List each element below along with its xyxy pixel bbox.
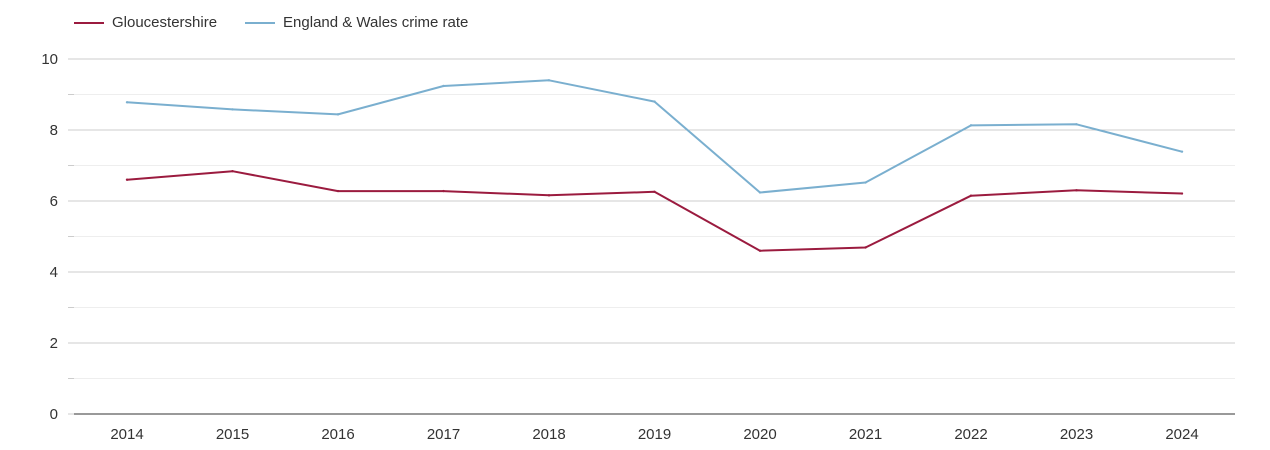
legend-item-gloucestershire[interactable]: Gloucestershire bbox=[74, 14, 217, 31]
x-tick-label: 2016 bbox=[321, 426, 354, 443]
series-line-england-wales bbox=[126, 79, 1183, 194]
data-point-england-wales[interactable] bbox=[969, 124, 973, 127]
data-point-gloucestershire[interactable] bbox=[653, 190, 656, 193]
x-tick-label: 2024 bbox=[1165, 426, 1198, 443]
data-point-england-wales[interactable] bbox=[864, 181, 867, 184]
data-point-gloucestershire[interactable] bbox=[231, 169, 234, 173]
data-point-gloucestershire[interactable] bbox=[1075, 189, 1078, 192]
legend-label-gloucestershire: Gloucestershire bbox=[112, 14, 218, 31]
legend-item-england-wales[interactable]: England & Wales crime rate bbox=[245, 14, 468, 31]
data-point-england-wales[interactable] bbox=[547, 79, 551, 82]
data-point-england-wales[interactable] bbox=[231, 108, 234, 111]
x-tick-label: 2022 bbox=[954, 426, 987, 443]
x-tick-label: 2014 bbox=[110, 426, 143, 443]
x-tick-label: 2023 bbox=[1060, 426, 1093, 443]
data-point-england-wales[interactable] bbox=[125, 101, 129, 104]
data-point-england-wales[interactable] bbox=[336, 113, 340, 116]
x-tick-label: 2015 bbox=[216, 426, 249, 443]
data-point-gloucestershire[interactable] bbox=[1180, 192, 1184, 195]
x-tick-label: 2018 bbox=[532, 426, 565, 443]
y-tick-label: 4 bbox=[50, 264, 58, 281]
series-line-gloucestershire bbox=[126, 170, 1183, 252]
x-tick-label: 2017 bbox=[427, 426, 460, 443]
data-point-gloucestershire[interactable] bbox=[758, 249, 762, 252]
y-tick-label: 6 bbox=[50, 193, 58, 210]
x-tick-label: 2020 bbox=[743, 426, 776, 443]
legend-swatch-england-wales bbox=[245, 21, 276, 24]
x-tick-label: 2019 bbox=[638, 426, 671, 443]
data-point-gloucestershire[interactable] bbox=[547, 194, 551, 197]
data-point-gloucestershire[interactable] bbox=[864, 246, 867, 249]
data-point-england-wales[interactable] bbox=[1180, 150, 1184, 153]
data-point-england-wales[interactable] bbox=[442, 84, 445, 88]
data-point-england-wales[interactable] bbox=[1075, 123, 1078, 126]
y-tick-label: 8 bbox=[50, 122, 58, 139]
data-point-gloucestershire[interactable] bbox=[969, 194, 973, 197]
y-tick-label: 0 bbox=[50, 406, 58, 423]
legend: Gloucestershire England & Wales crime ra… bbox=[74, 14, 468, 31]
data-point-gloucestershire[interactable] bbox=[125, 178, 129, 181]
legend-swatch-gloucestershire bbox=[74, 21, 104, 24]
legend-label-england-wales: England & Wales crime rate bbox=[283, 14, 469, 31]
y-tick-label: 10 bbox=[41, 51, 58, 68]
data-point-england-wales[interactable] bbox=[758, 191, 762, 194]
data-point-gloucestershire[interactable] bbox=[442, 189, 445, 193]
data-point-gloucestershire[interactable] bbox=[336, 189, 340, 193]
y-tick-label: 2 bbox=[50, 335, 58, 352]
data-point-england-wales[interactable] bbox=[653, 100, 656, 103]
x-tick-label: 2021 bbox=[849, 426, 882, 443]
